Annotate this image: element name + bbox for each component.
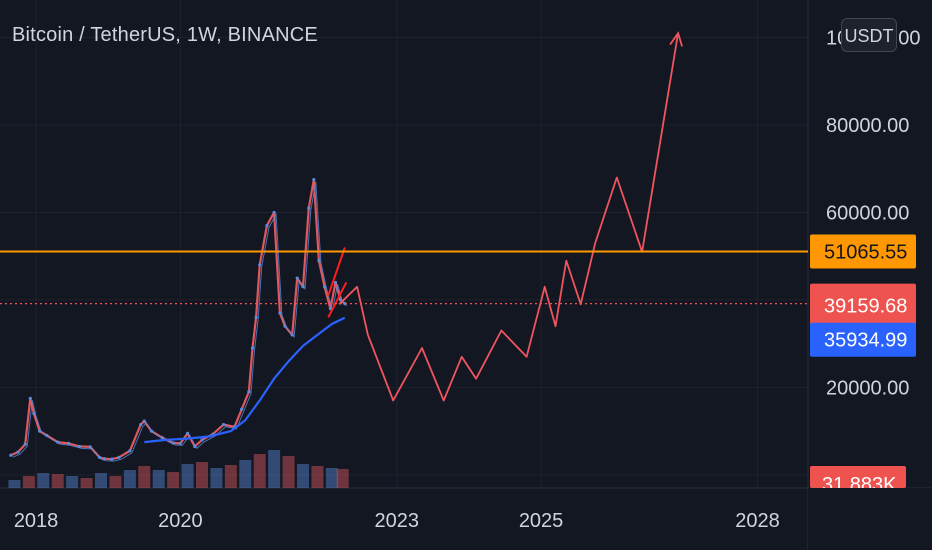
ma-badge <box>810 322 916 357</box>
price-point <box>312 178 316 182</box>
price-point <box>178 441 182 445</box>
volume-bar <box>325 468 338 488</box>
price-point <box>16 450 20 454</box>
x-tick-label: 2018 <box>14 510 59 532</box>
price-point <box>333 280 338 285</box>
projection-path <box>338 32 679 402</box>
price-point <box>45 433 49 438</box>
ma-badge-label: 35934.99 <box>824 330 907 352</box>
price-point <box>247 390 251 394</box>
price-point <box>258 263 262 267</box>
price-point <box>254 315 258 320</box>
x-tick-label: 2025 <box>519 510 564 532</box>
price-point <box>77 444 81 449</box>
price-line <box>10 178 346 461</box>
resistance-badge-label: 51065.55 <box>824 242 907 264</box>
volume-bar <box>253 454 266 488</box>
price-point <box>88 445 92 449</box>
price-point <box>222 422 226 427</box>
price-point <box>66 441 71 445</box>
volume-bar <box>282 456 295 488</box>
currency-button[interactable]: USDT <box>841 18 897 52</box>
y-tick-label: 80000.00 <box>826 115 909 137</box>
volume-bar <box>8 480 21 488</box>
price-point <box>272 210 276 215</box>
volume-bar <box>297 464 309 488</box>
annotation-line <box>327 281 348 318</box>
price-point <box>323 285 327 289</box>
price-point <box>160 436 164 440</box>
volume-bar <box>268 450 281 488</box>
y-tick-label: 20000.00 <box>826 377 909 399</box>
volume-bar <box>181 464 194 488</box>
x-tick-label: 2020 <box>158 510 203 532</box>
price-line-shadow <box>12 181 348 462</box>
volume-bar <box>95 473 107 488</box>
price-point <box>32 412 36 416</box>
price-point <box>328 307 333 311</box>
volume-bar <box>152 470 165 488</box>
volume-bar <box>22 476 35 488</box>
axis-cover <box>808 488 932 550</box>
moving-average-line <box>144 316 346 444</box>
volume-bar <box>51 474 64 488</box>
price-point <box>240 407 244 411</box>
price-point <box>283 324 287 328</box>
volume-bar <box>210 468 223 488</box>
price-point <box>149 429 154 433</box>
price-point <box>38 429 42 433</box>
price-point <box>317 258 321 263</box>
price-point <box>295 276 299 280</box>
price-point <box>23 442 27 446</box>
volume-bar <box>167 472 180 488</box>
price-point <box>128 449 132 453</box>
volume-bar <box>196 462 208 488</box>
price-point <box>307 206 311 210</box>
projection-arrowhead <box>669 31 683 47</box>
x-tick-label: 2023 <box>375 510 420 532</box>
price-point <box>185 431 190 435</box>
price-point <box>117 455 121 459</box>
price-point <box>56 440 60 444</box>
price-point <box>9 453 13 457</box>
price-point <box>343 301 347 306</box>
price-point <box>110 457 114 461</box>
resistance-badge <box>810 234 916 269</box>
x-tick-label: 2028 <box>735 510 780 532</box>
volume-bar <box>37 473 50 488</box>
price-point <box>97 455 102 459</box>
price-point <box>103 457 107 461</box>
price-point <box>301 285 305 289</box>
price-point <box>142 419 146 423</box>
price-point <box>193 444 197 449</box>
price-point <box>338 298 343 302</box>
volume-bar <box>224 465 237 488</box>
volume-badge <box>810 466 906 488</box>
price-point <box>250 346 255 350</box>
price-point <box>200 438 204 442</box>
price-point <box>139 422 143 427</box>
volume-bar <box>138 466 151 488</box>
volume-bar <box>123 470 136 488</box>
volume-bar <box>311 466 324 488</box>
price-point <box>265 223 269 228</box>
price-point <box>28 396 32 400</box>
volume-bar <box>80 478 93 488</box>
volume-bar <box>336 469 349 488</box>
chart-title: Bitcoin / TetherUS, 1W, BINANCE <box>12 24 318 46</box>
volume-bar <box>109 476 122 488</box>
y-tick-label: 60000.00 <box>826 202 909 224</box>
annotation-line <box>327 247 346 296</box>
volume-bar <box>239 460 252 488</box>
volume-bar <box>66 476 79 488</box>
price-point <box>171 441 175 445</box>
price-point <box>278 311 282 315</box>
price-point <box>290 333 294 337</box>
price-badge-label: 39159.68 <box>824 296 907 318</box>
